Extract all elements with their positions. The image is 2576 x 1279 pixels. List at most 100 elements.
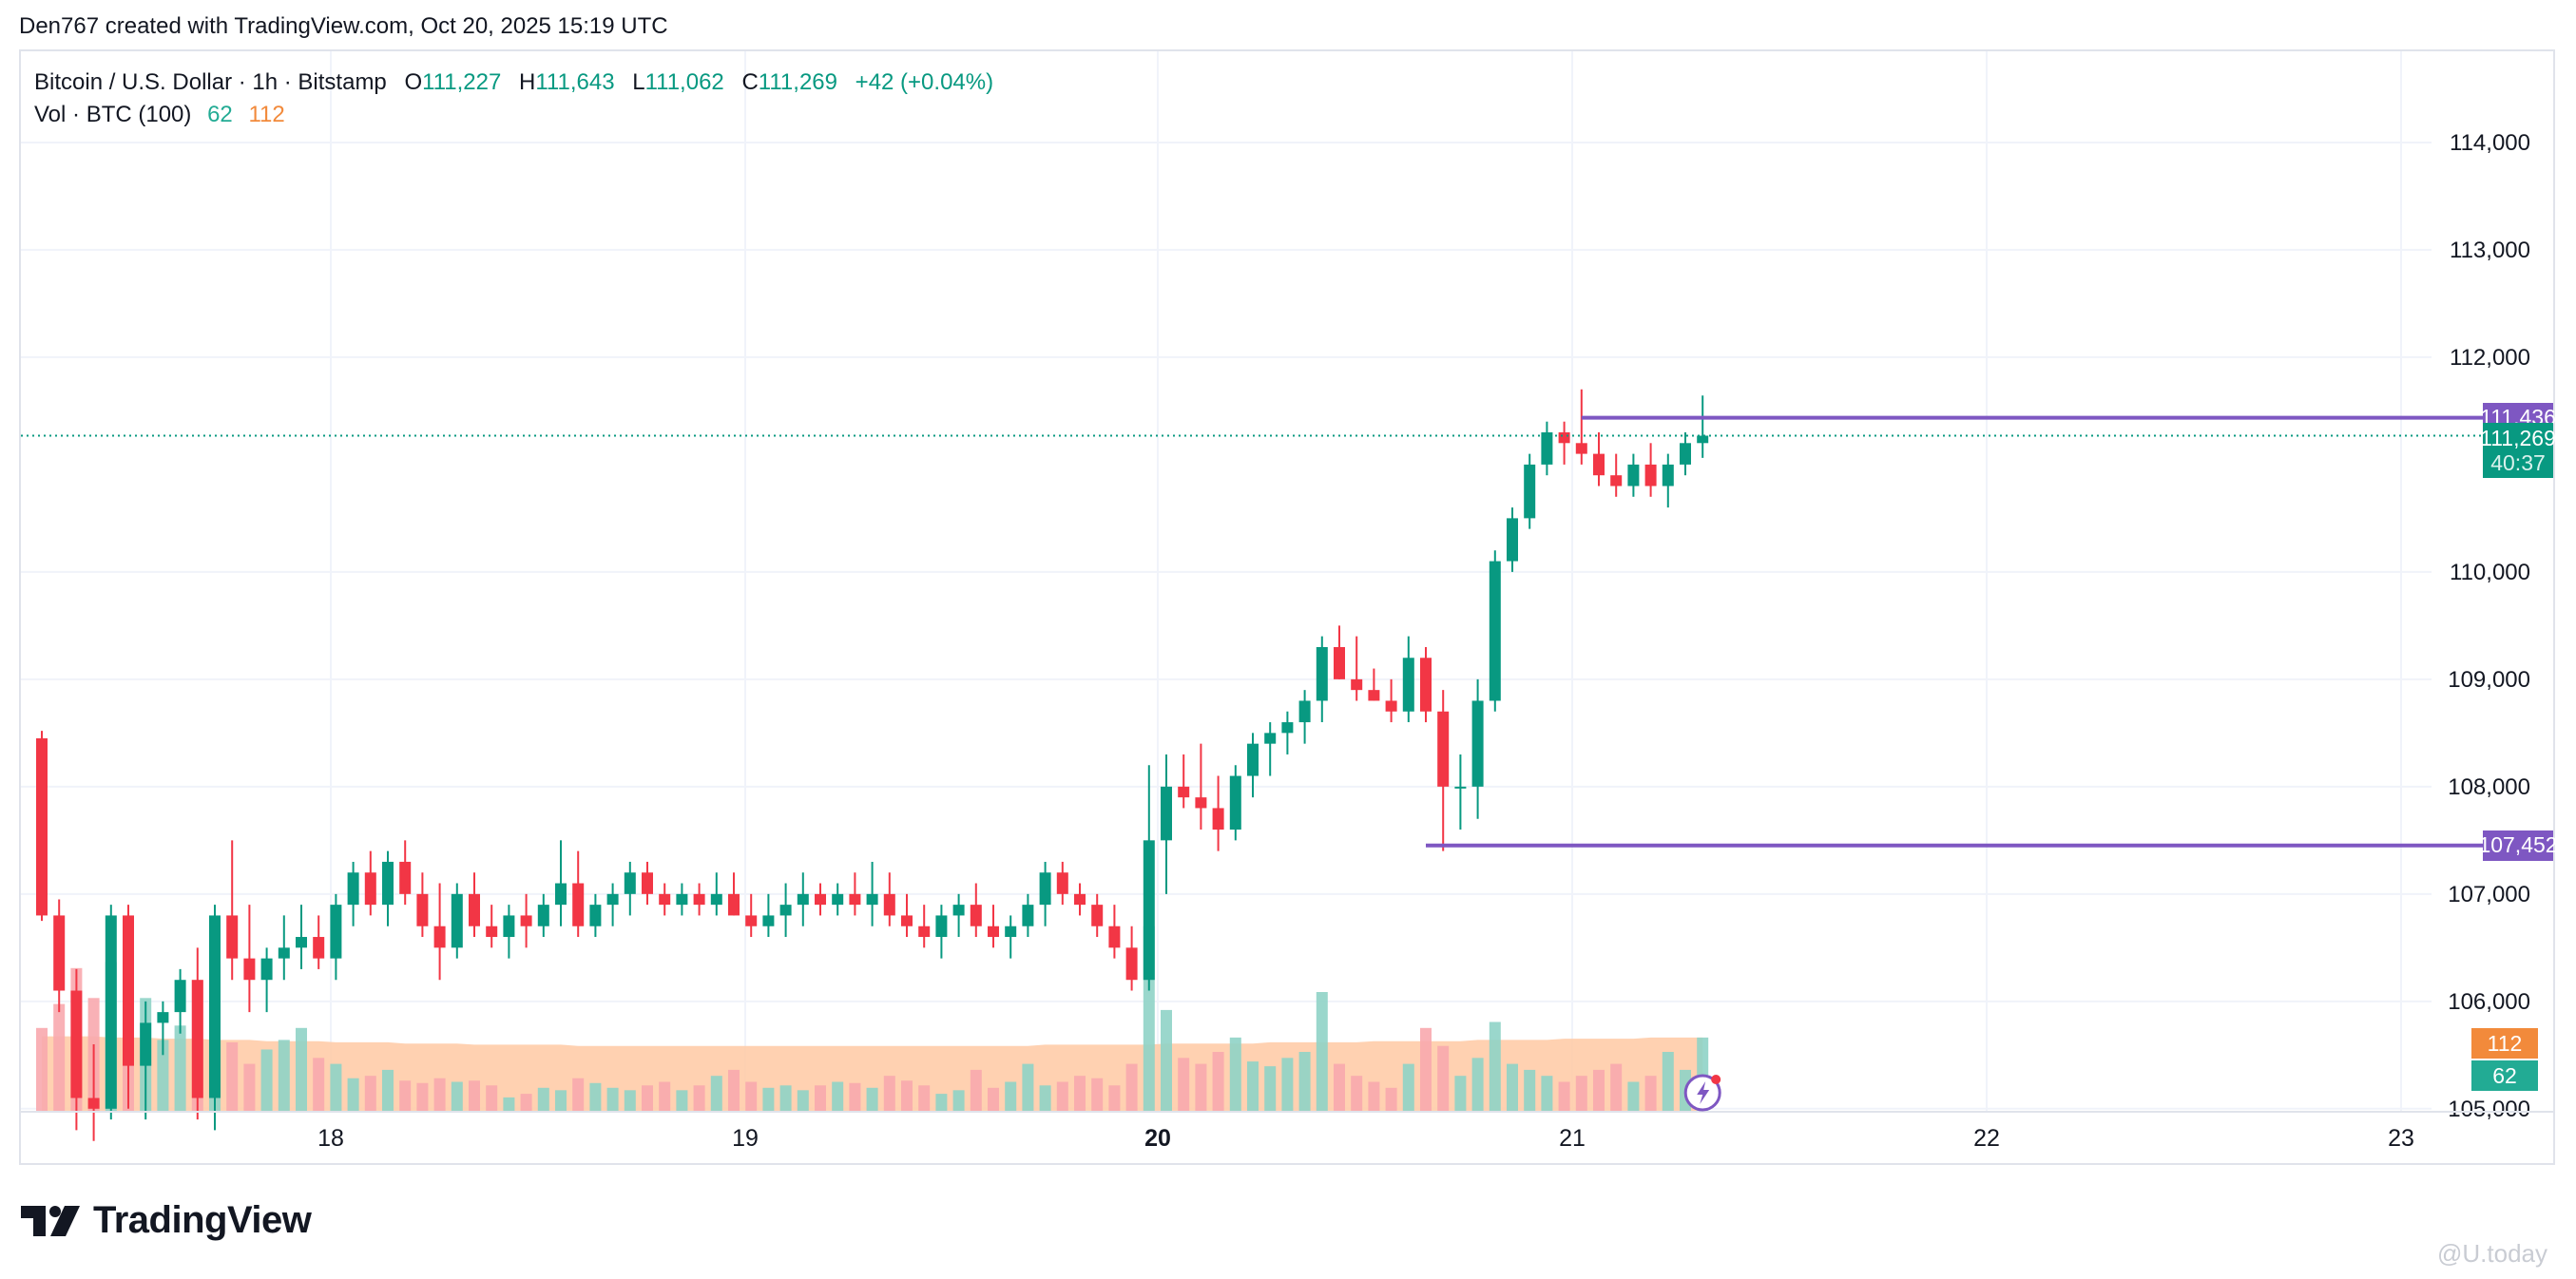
low-value: 111,062 bbox=[644, 69, 724, 95]
time-tick-label: 19 bbox=[732, 1125, 759, 1152]
candle-up bbox=[1507, 518, 1518, 562]
volume-bar bbox=[1420, 1027, 1432, 1112]
price-tick-label: 109,000 bbox=[2448, 667, 2530, 693]
volume-bar bbox=[520, 1094, 532, 1112]
time-tick-label: 18 bbox=[317, 1125, 344, 1152]
candle-down bbox=[226, 915, 239, 959]
volume-bar bbox=[572, 1078, 585, 1112]
volume-bar bbox=[1524, 1069, 1536, 1112]
candle-down bbox=[988, 926, 999, 938]
volume-bar bbox=[243, 1063, 256, 1112]
chart-legend: Bitcoin / U.S. Dollar · 1h · Bitstamp O1… bbox=[34, 67, 993, 131]
volume-bar bbox=[555, 1090, 567, 1112]
volume-bar bbox=[1334, 1063, 1345, 1112]
volume-bar bbox=[486, 1085, 498, 1112]
time-tick-label: 23 bbox=[2388, 1125, 2414, 1152]
time-tick-label: 20 bbox=[1144, 1125, 1171, 1152]
candle-up bbox=[710, 893, 722, 906]
candle-up bbox=[278, 947, 290, 959]
price-tick-label: 110,000 bbox=[2450, 560, 2530, 585]
candle-up bbox=[797, 893, 809, 906]
low-label: L bbox=[632, 69, 645, 95]
candle-up bbox=[105, 915, 117, 1109]
candle-up bbox=[1281, 722, 1294, 734]
volume-bar bbox=[1091, 1078, 1104, 1112]
volume-bar bbox=[226, 1041, 239, 1112]
volume-bar bbox=[866, 1087, 878, 1112]
candle-down bbox=[1108, 926, 1121, 948]
candle-down bbox=[572, 883, 585, 926]
candle-down bbox=[313, 937, 325, 959]
candle-down bbox=[1593, 453, 1605, 476]
volume-bar bbox=[36, 1027, 48, 1112]
level-low-price-badge: 107,452 bbox=[2478, 830, 2558, 861]
volume-bar bbox=[503, 1097, 515, 1112]
candle-up bbox=[1143, 840, 1155, 981]
high-label: H bbox=[519, 69, 536, 95]
volume-title[interactable]: Vol · BTC (100) bbox=[34, 102, 192, 127]
volume-bar bbox=[174, 1025, 186, 1112]
grid bbox=[21, 51, 2432, 1112]
candle-up bbox=[1247, 743, 1259, 776]
volume-bar bbox=[1593, 1069, 1605, 1112]
volume-last-badge: 62 bbox=[2471, 1060, 2538, 1091]
volume-bar bbox=[364, 1076, 376, 1112]
price-chart[interactable]: 114,000 113,000 112,000 110,000 109,000 108,0… bbox=[21, 51, 2553, 1163]
volume-bar bbox=[728, 1069, 740, 1112]
symbol-title[interactable]: Bitcoin / U.S. Dollar · 1h · Bitstamp bbox=[34, 69, 387, 95]
candle-down bbox=[693, 893, 705, 906]
price-tick-label: 107,000 bbox=[2448, 882, 2530, 907]
volume-bar bbox=[1178, 1058, 1190, 1112]
volume-bar bbox=[53, 1003, 66, 1112]
volume-bar bbox=[1368, 1081, 1380, 1112]
price-tick-label: 112,000 bbox=[2450, 345, 2530, 371]
price-tick-label: 113,000 bbox=[2450, 238, 2530, 263]
volume-bar bbox=[1161, 1009, 1172, 1112]
volume-bar bbox=[1212, 1052, 1224, 1112]
volume-bar bbox=[797, 1090, 809, 1112]
candle-up bbox=[1298, 700, 1311, 723]
chart-credit: Den767 created with TradingView.com, Oct… bbox=[19, 13, 668, 39]
candle-up bbox=[330, 905, 342, 959]
volume-ma-badge: 112 bbox=[2471, 1028, 2538, 1059]
volume-bar bbox=[606, 1087, 619, 1112]
candle-up bbox=[1264, 733, 1277, 744]
volume-bar bbox=[693, 1085, 705, 1112]
tradingview-logo[interactable]: TradingView bbox=[21, 1199, 312, 1242]
candle-up bbox=[1471, 700, 1484, 787]
volume-bar bbox=[1281, 1058, 1294, 1112]
candle-up bbox=[140, 1022, 152, 1066]
candle-down bbox=[1368, 690, 1380, 701]
candle-down bbox=[433, 926, 446, 948]
volume-bar bbox=[935, 1094, 948, 1112]
candle-down bbox=[1125, 947, 1138, 981]
volume-bar bbox=[659, 1081, 671, 1112]
volume-bar bbox=[1662, 1052, 1674, 1112]
volume-bar bbox=[399, 1080, 412, 1112]
candle-down bbox=[520, 915, 532, 926]
candle-up bbox=[779, 905, 792, 916]
candle-up bbox=[1039, 872, 1051, 906]
candle-up bbox=[1229, 775, 1241, 830]
candle-down bbox=[1437, 711, 1450, 787]
candle-down bbox=[1056, 872, 1068, 894]
volume-bar bbox=[1627, 1081, 1640, 1112]
volume-bar bbox=[537, 1087, 549, 1112]
candle-up bbox=[503, 915, 515, 938]
candle-up bbox=[1524, 464, 1536, 519]
volume-bar bbox=[832, 1081, 844, 1112]
candle-up bbox=[1402, 658, 1414, 712]
price-tick-label: 108,000 bbox=[2448, 774, 2530, 800]
candle-down bbox=[53, 915, 66, 991]
chart-frame[interactable]: 114,000 113,000 112,000 110,000 109,000 108,0… bbox=[19, 49, 2558, 1165]
candle-up bbox=[1680, 443, 1691, 465]
volume-bar bbox=[1229, 1037, 1241, 1112]
last-price-badge: 111,269 40:37 bbox=[2480, 422, 2556, 478]
candle-up bbox=[174, 980, 186, 1013]
candle-down bbox=[1575, 443, 1587, 454]
candle-up bbox=[1627, 464, 1640, 487]
volume-bar bbox=[469, 1080, 480, 1112]
candle-down bbox=[364, 872, 376, 906]
time-tick-label: 21 bbox=[1559, 1125, 1586, 1152]
volume-bar bbox=[1610, 1063, 1623, 1112]
